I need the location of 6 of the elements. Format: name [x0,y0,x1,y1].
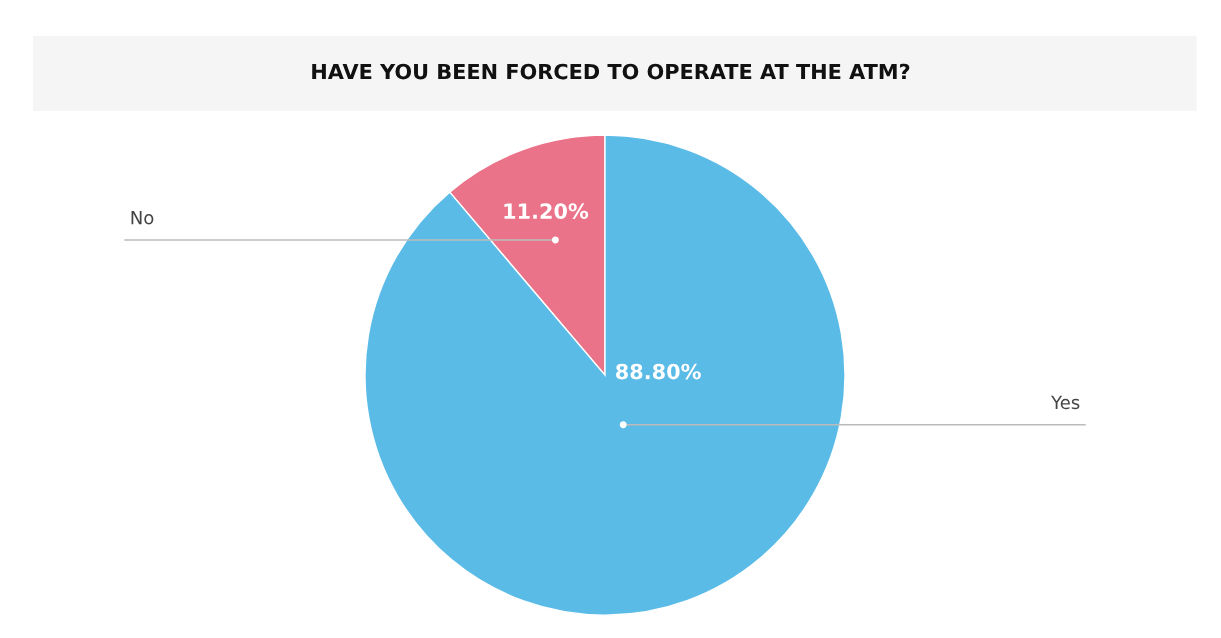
data-label: 11.20% [504,203,589,219]
pie-slice [364,134,846,616]
slice-label: No [131,211,154,225]
slice-label: Yes [1051,395,1080,410]
chart-title: HAVE YOU BEEN FORCED TO OPERATE AT THE ATM? [312,63,910,80]
data-label: 88.80% [616,363,701,380]
